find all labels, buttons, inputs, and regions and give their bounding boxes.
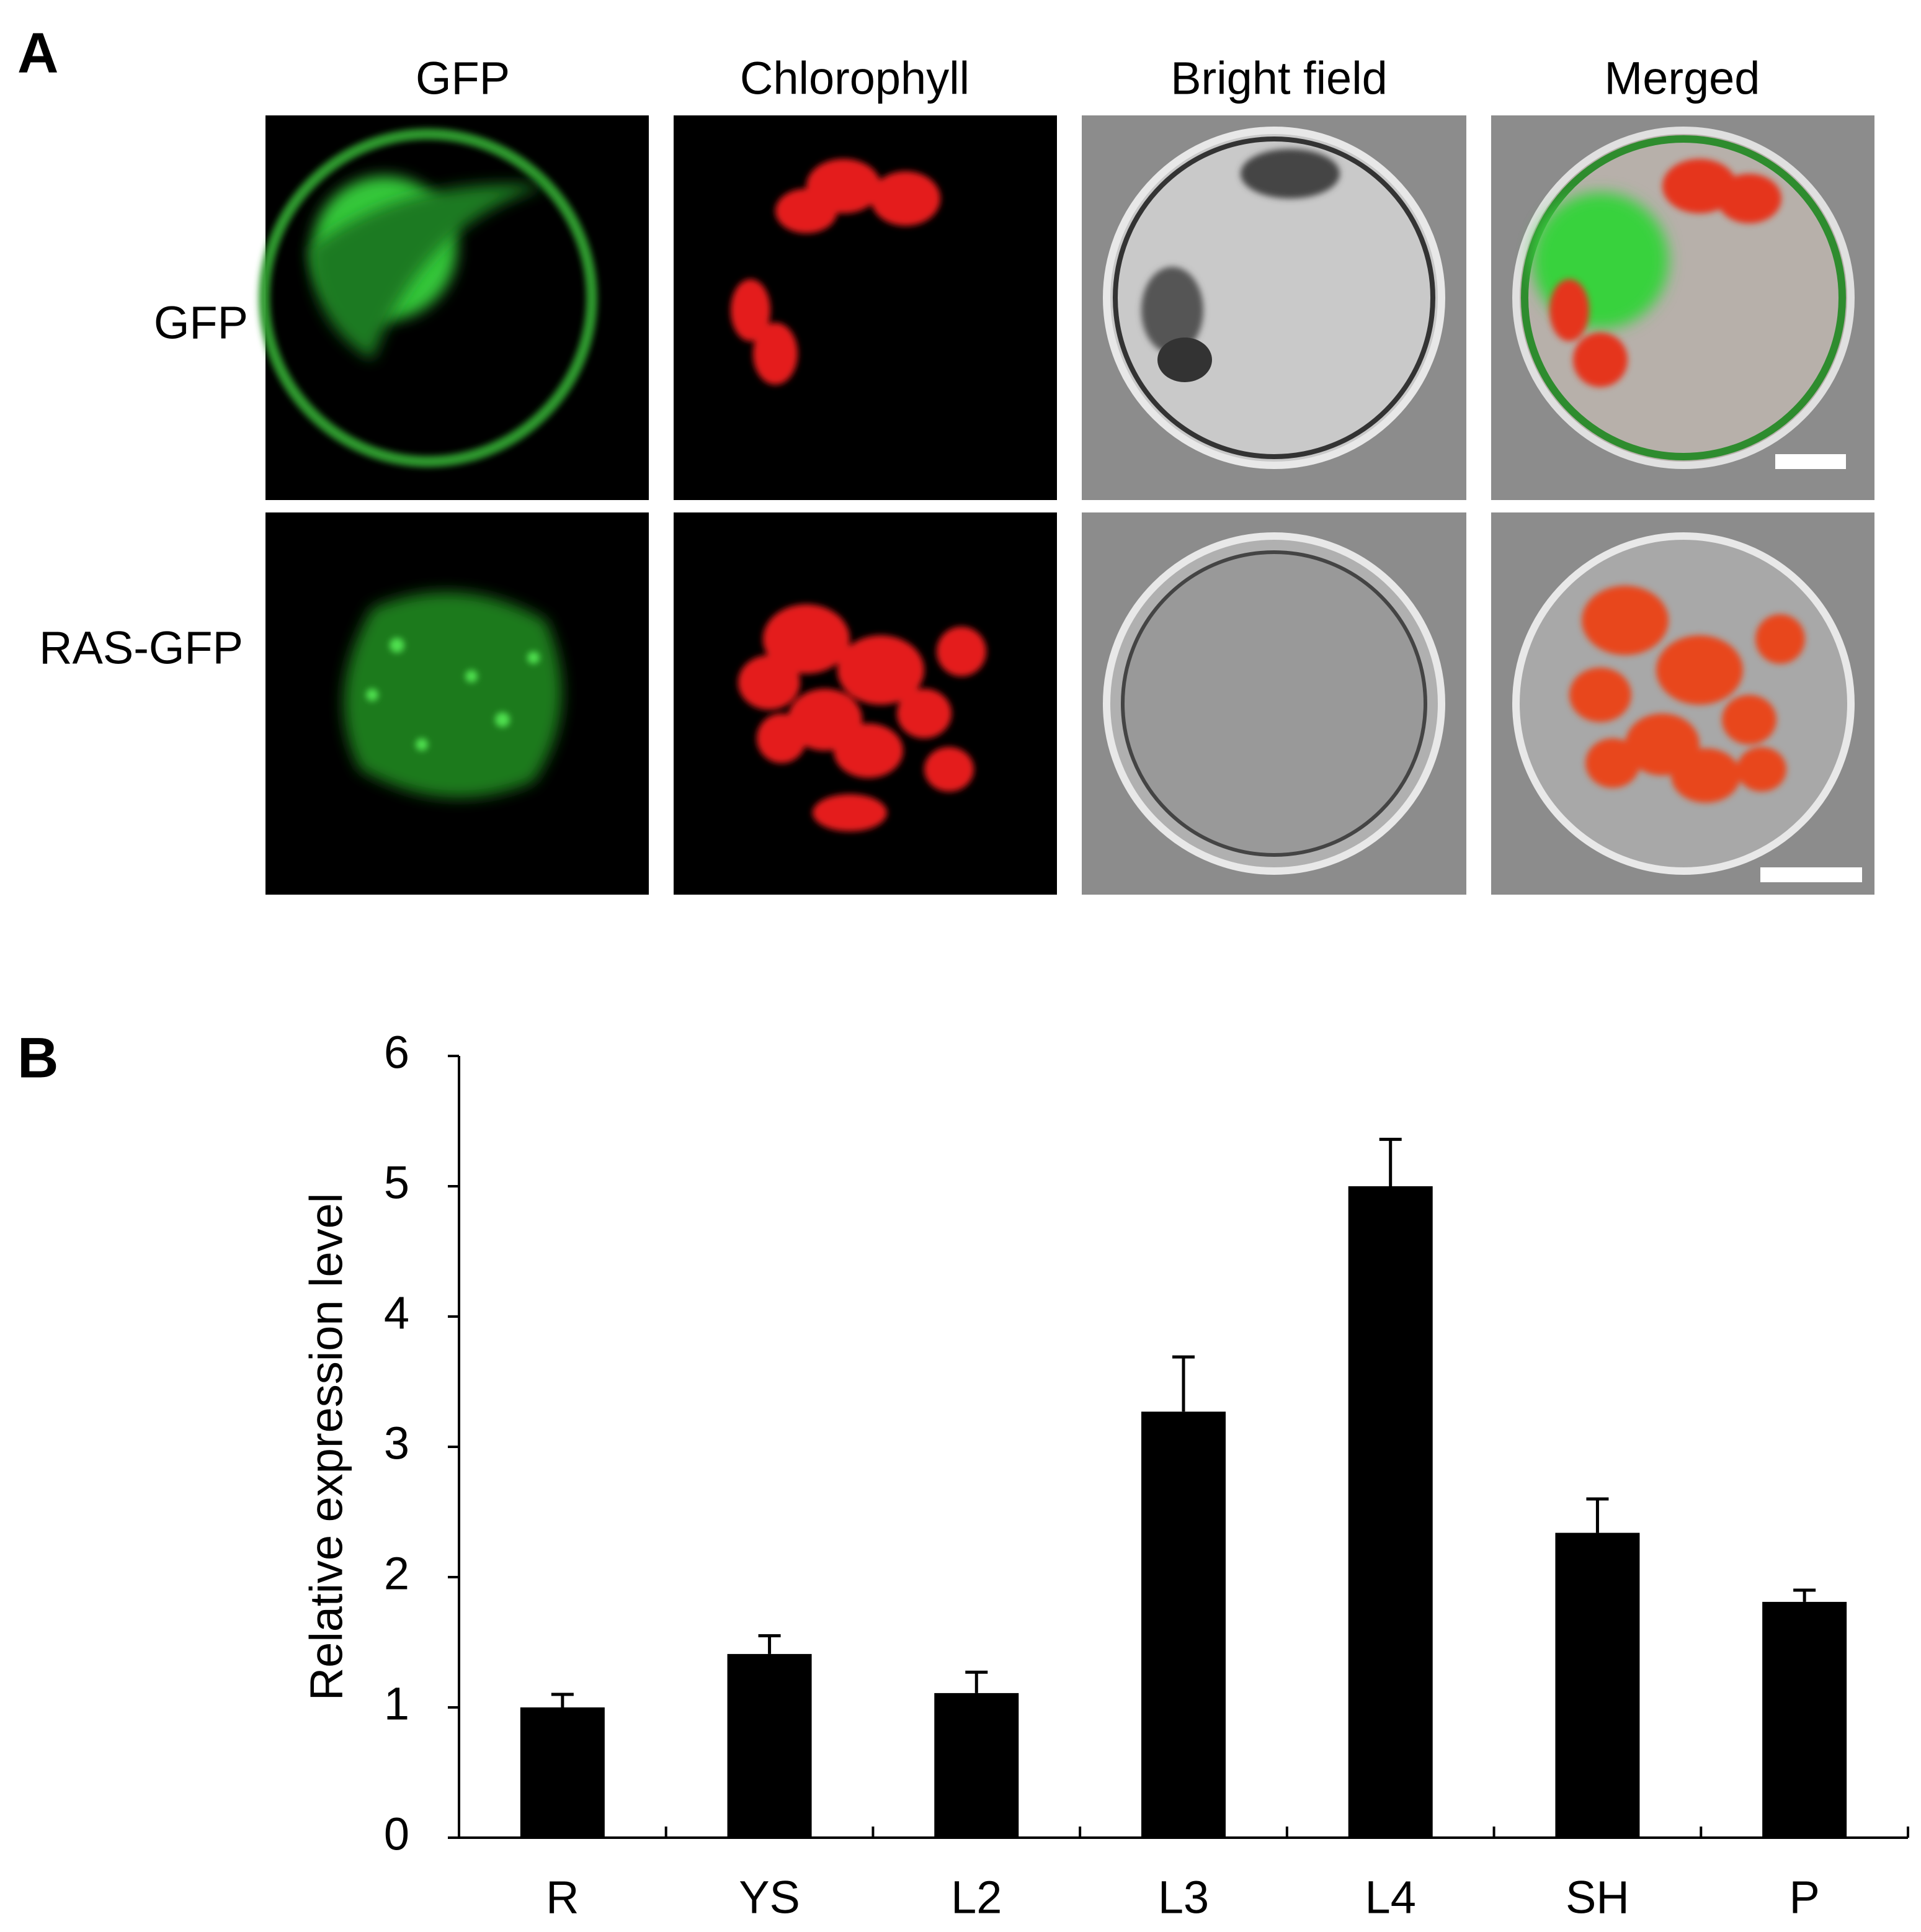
- x-tick-label: L4: [1365, 1872, 1416, 1923]
- error-bar: [1793, 1588, 1816, 1602]
- micrograph: [265, 512, 649, 895]
- column-label: Bright field: [1170, 53, 1388, 104]
- x-tick-label: R: [546, 1872, 579, 1923]
- error-bar: [551, 1693, 574, 1707]
- row-label: RAS-GFP: [39, 622, 243, 674]
- column-label: Chlorophyll: [740, 53, 969, 104]
- row-label: GFP: [154, 297, 248, 349]
- micrograph: [1082, 115, 1466, 500]
- y-tick-label: 3: [384, 1418, 409, 1469]
- bar: [1555, 1532, 1640, 1838]
- y-tick-label: 4: [384, 1287, 409, 1339]
- bar: [520, 1707, 605, 1838]
- plot: 0 1 2 3 4 5 6 R YS L2 L3 L4 SH P: [384, 1027, 1909, 1923]
- x-tick-label: P: [1789, 1872, 1819, 1923]
- bar: [727, 1653, 812, 1838]
- bar: [1141, 1411, 1226, 1838]
- micrograph: [1082, 512, 1466, 895]
- micrograph: [1491, 512, 1874, 895]
- error-bar: [965, 1670, 988, 1693]
- y-tick-label: 2: [384, 1548, 409, 1599]
- bar: [1348, 1186, 1433, 1838]
- micrograph: [1491, 115, 1874, 500]
- panel-label: A: [17, 21, 58, 84]
- x-tick-label: YS: [739, 1872, 800, 1923]
- x-tick-label: SH: [1566, 1872, 1629, 1923]
- bar: [934, 1693, 1019, 1838]
- panel-label: B: [17, 1026, 58, 1089]
- x-tick-label: L3: [1158, 1872, 1209, 1923]
- micrograph: [674, 115, 1057, 500]
- column-label: GFP: [416, 53, 510, 104]
- error-bar: [1379, 1137, 1402, 1186]
- y-axis-label: Relative expression level: [301, 1193, 352, 1701]
- micrograph: [259, 115, 649, 500]
- y-tick-label: 5: [384, 1157, 409, 1209]
- y-tick-label: 0: [384, 1809, 409, 1860]
- error-bar: [1586, 1497, 1609, 1533]
- error-bar: [758, 1634, 781, 1654]
- y-tick-label: 1: [384, 1678, 409, 1730]
- column-label: Merged: [1605, 53, 1760, 104]
- micrograph: [674, 512, 1057, 895]
- x-tick-label: L2: [951, 1872, 1002, 1923]
- error-bar: [1172, 1355, 1195, 1412]
- bar: [1762, 1601, 1847, 1838]
- y-tick-label: 6: [384, 1027, 409, 1078]
